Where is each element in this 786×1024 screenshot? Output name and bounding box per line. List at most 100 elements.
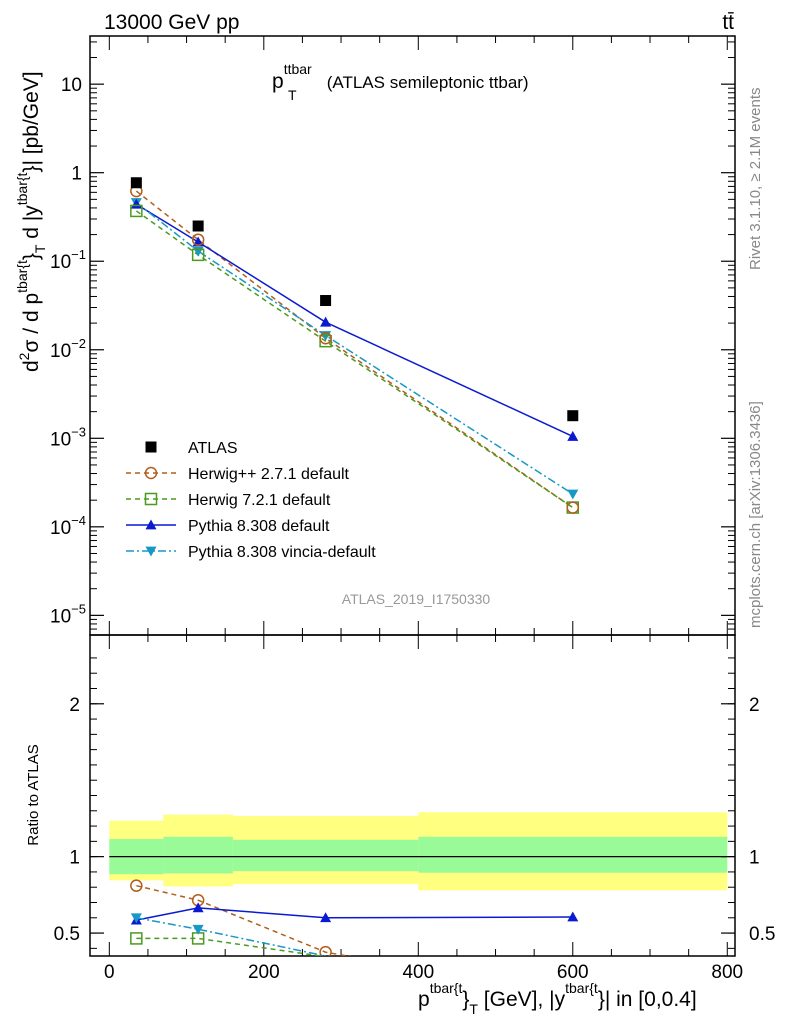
data-point <box>566 501 580 514</box>
ratio-data-point <box>192 924 204 935</box>
ratio-y-tick-label-right: 0.5 <box>749 924 775 945</box>
ratio-series-layer <box>130 879 579 956</box>
ratio-y-tick-label: 1 <box>69 848 80 869</box>
legend-label: Pythia 8.308 default <box>188 518 330 535</box>
data-point <box>191 233 205 246</box>
tick-base: 10 <box>50 606 71 627</box>
xlabel-sup2: tbar{t <box>565 980 598 996</box>
ratio-y-tick-label-right: 2 <box>749 695 760 716</box>
legend-label: Herwig++ 2.7.1 default <box>188 466 350 483</box>
ratio-axis-ticks: 2 2 1 1 0.5 0.5 0 200 400 600 800 <box>54 635 775 983</box>
xlabel-p: p <box>418 988 430 1011</box>
main-y-tick-label: 10−2 <box>50 336 86 362</box>
legend-label: Herwig 7.2.1 default <box>188 492 331 509</box>
title-p: p <box>272 70 284 93</box>
ylabel-sub: T <box>32 244 48 253</box>
data-point <box>192 220 204 232</box>
series-line <box>135 203 574 438</box>
ratio-series-line <box>136 937 326 956</box>
ylabel-sup-t2: tbar{t <box>14 172 30 205</box>
legend-marker <box>144 492 158 506</box>
analysis-watermark: ATLAS_2019_I1750330 <box>342 591 491 607</box>
ratio-series-line <box>136 907 573 921</box>
tick-base: 10 <box>50 252 71 273</box>
xlabel-close: } <box>462 988 469 1011</box>
ratio-panel-frame <box>89 634 736 957</box>
x-tick-label: 800 <box>711 962 743 983</box>
data-point <box>320 295 332 307</box>
main-series-layer <box>130 177 580 514</box>
main-y-tick-label: 10 <box>61 75 82 96</box>
tick-exponent: −3 <box>71 424 86 439</box>
ratio-data-point <box>130 913 142 924</box>
legend-marker <box>145 546 157 557</box>
x-tick-label: 0 <box>104 962 115 983</box>
ratio-series-line <box>136 884 352 956</box>
main-y-tick-label: 10−4 <box>50 513 86 539</box>
xlabel-sup: tbar{t <box>430 980 463 996</box>
legend-marker <box>145 441 157 453</box>
main-y-tick-label: 1 <box>71 164 82 185</box>
data-point <box>567 430 579 441</box>
tick-exponent: −1 <box>71 247 86 262</box>
ratio-series-line <box>136 917 326 956</box>
title-suffix: (ATLAS semileptonic ttbar) <box>322 73 529 92</box>
tick-base: 10 <box>50 429 71 450</box>
process-label: tt̄ <box>722 11 734 34</box>
mcplots-label: mcplots.cern.ch [arXiv:1306.3436] <box>747 401 764 628</box>
data-point <box>130 177 142 189</box>
ylabel-mid: σ / d p <box>20 293 43 353</box>
energy-label: 13000 GeV pp <box>104 11 239 34</box>
ylabel-d: d <box>20 360 43 372</box>
series-line <box>135 190 574 509</box>
legend-marker <box>144 466 158 480</box>
ylabel-mid2: d |y <box>20 205 43 245</box>
x-tick-label: 200 <box>248 962 280 983</box>
ratio-data-point <box>320 912 332 923</box>
x-tick-label: 400 <box>402 962 434 983</box>
ratio-ylabel: Ratio to ATLAS <box>25 744 42 845</box>
ratio-data-point <box>192 902 204 913</box>
main-y-tick-label: 10−3 <box>50 424 86 450</box>
xlabel-sub: T <box>469 1001 478 1017</box>
data-point <box>192 246 204 257</box>
ylabel-close: } <box>20 253 43 260</box>
ratio-y-tick-label-right: 1 <box>749 848 760 869</box>
data-point <box>130 204 143 218</box>
legend-marker <box>145 519 157 530</box>
ratio-data-point <box>130 879 143 892</box>
ylabel-sup-t: tbar{t <box>14 260 30 293</box>
data-point <box>567 489 579 500</box>
ratio-uncertainty-bands <box>109 812 728 891</box>
main-y-tick-label: 10−1 <box>50 247 86 273</box>
rivet-label: Rivet 3.1.10, ≥ 2.1M events <box>747 88 764 271</box>
series-line <box>135 210 574 509</box>
legend: ATLAS Herwig++ 2.7.1 default Herwig 7.2.1 … <box>126 440 376 561</box>
tick-exponent: −5 <box>71 601 86 616</box>
series-line <box>135 201 574 495</box>
ratio-y-tick-label: 2 <box>69 695 80 716</box>
data-point <box>191 248 205 262</box>
xlabel-mid: [GeV], |y <box>478 988 566 1011</box>
tick-base: 10 <box>50 341 71 362</box>
tick-base: 10 <box>50 518 71 539</box>
tick-exponent: −4 <box>71 513 86 528</box>
main-title: pttbar T (ATLAS semileptonic ttbar) <box>272 61 529 103</box>
ratio-data-point <box>319 945 332 956</box>
xlabel-end: }| in [0,0.4] <box>598 988 697 1011</box>
ratio-stat-uncertainty-band <box>232 839 419 872</box>
data-point <box>320 316 332 327</box>
ylabel-sup2: 2 <box>16 352 32 360</box>
legend-label: ATLAS <box>188 440 238 457</box>
main-panel-frame <box>89 35 736 636</box>
legend-label: Pythia 8.308 vincia-default <box>188 544 376 561</box>
ratio-y-tick-label: 0.5 <box>54 924 80 945</box>
ratio-stat-uncertainty-band <box>163 836 233 874</box>
data-point <box>567 410 579 422</box>
ratio-stat-uncertainty-band <box>418 836 728 873</box>
tick-exponent: −2 <box>71 336 86 351</box>
data-point <box>130 198 142 209</box>
ratio-xlabel: ptbar{t}T [GeV], |ytbar{t}| in [0,0.4] <box>418 980 697 1017</box>
